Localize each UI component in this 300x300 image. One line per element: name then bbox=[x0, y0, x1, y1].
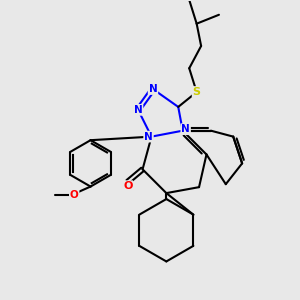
Text: O: O bbox=[123, 181, 133, 191]
Text: N: N bbox=[144, 132, 153, 142]
Text: N: N bbox=[148, 84, 157, 94]
Text: N: N bbox=[181, 124, 190, 134]
Text: S: S bbox=[193, 87, 201, 97]
Text: N: N bbox=[134, 105, 142, 115]
Text: O: O bbox=[70, 190, 79, 200]
